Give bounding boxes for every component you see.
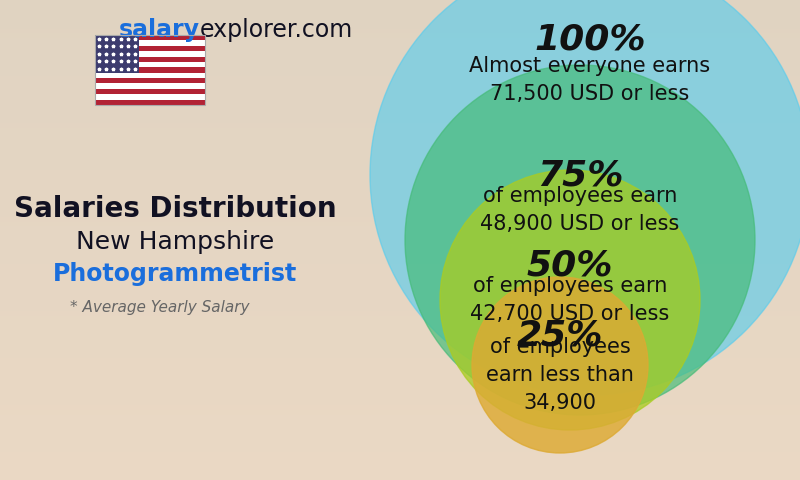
Bar	[95, 89, 205, 94]
Text: 50%: 50%	[526, 248, 614, 282]
Text: of employees
earn less than
34,900: of employees earn less than 34,900	[486, 337, 634, 413]
Text: Almost everyone earns
71,500 USD or less: Almost everyone earns 71,500 USD or less	[470, 56, 710, 104]
Bar	[95, 100, 205, 105]
Text: 25%: 25%	[517, 318, 603, 352]
Bar	[95, 35, 205, 105]
Text: * Average Yearly Salary: * Average Yearly Salary	[70, 300, 250, 315]
Text: 75%: 75%	[537, 158, 623, 192]
Bar	[95, 35, 205, 40]
Bar	[95, 94, 205, 100]
Text: explorer.com: explorer.com	[200, 18, 354, 42]
Text: Salaries Distribution: Salaries Distribution	[14, 195, 336, 223]
Text: 100%: 100%	[534, 23, 646, 57]
Bar	[95, 84, 205, 89]
Bar	[95, 78, 205, 84]
Circle shape	[370, 0, 800, 395]
Text: of employees earn
42,700 USD or less: of employees earn 42,700 USD or less	[470, 276, 670, 324]
Bar	[95, 67, 205, 72]
Circle shape	[472, 277, 648, 453]
Bar	[95, 72, 205, 78]
Text: Photogrammetrist: Photogrammetrist	[53, 262, 297, 286]
Bar	[95, 51, 205, 57]
Bar	[95, 40, 205, 46]
Bar	[95, 57, 205, 62]
Circle shape	[440, 170, 700, 430]
Bar	[95, 35, 139, 72]
Bar	[95, 62, 205, 67]
Text: salary: salary	[119, 18, 200, 42]
Text: of employees earn
48,900 USD or less: of employees earn 48,900 USD or less	[480, 186, 680, 234]
Bar	[95, 46, 205, 51]
Circle shape	[405, 65, 755, 415]
Text: New Hampshire: New Hampshire	[76, 230, 274, 254]
